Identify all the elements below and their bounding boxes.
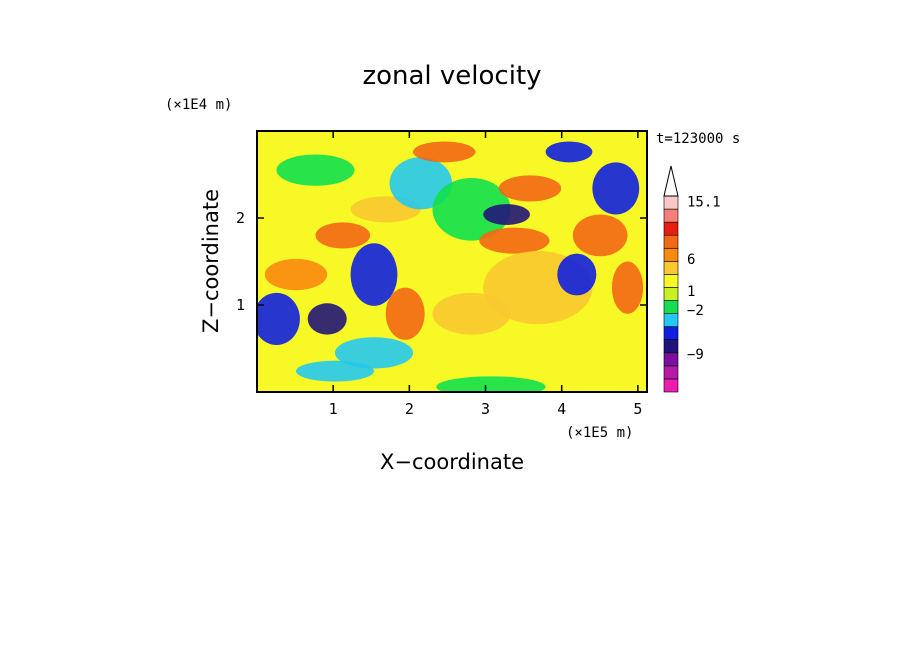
field-contour-region bbox=[432, 177, 511, 241]
chart-title: zonal velocity bbox=[362, 61, 541, 91]
colorbar-bin bbox=[663, 274, 679, 288]
colorbar-label: −9 bbox=[687, 347, 704, 363]
y-tick-label: 2 bbox=[236, 209, 245, 227]
colorbar-bin bbox=[663, 247, 679, 262]
plot-frame bbox=[256, 130, 648, 393]
field-contour-region bbox=[483, 204, 530, 225]
field-contour-region bbox=[479, 227, 550, 254]
x-tick-label: 3 bbox=[481, 400, 490, 418]
x-tick-label: 2 bbox=[405, 400, 414, 418]
field-contour-region bbox=[315, 222, 371, 249]
colorbar-bin bbox=[663, 234, 679, 249]
y-axis-unit: (×1E4 m) bbox=[165, 97, 232, 113]
field-contour-region bbox=[436, 376, 546, 392]
field-contour-region bbox=[276, 154, 355, 186]
colorbar-label: 6 bbox=[687, 252, 695, 268]
field-contour-region bbox=[296, 360, 374, 382]
colorbar-label: 15.1 bbox=[687, 195, 721, 211]
colorbar-bin bbox=[663, 313, 679, 327]
colorbar-bin bbox=[663, 365, 679, 380]
field-contour-region bbox=[307, 303, 347, 335]
field-contour-region bbox=[432, 292, 511, 335]
colorbar: 15.1 6 1 −2 −9 bbox=[663, 165, 721, 393]
time-label: t=123000 s bbox=[656, 131, 740, 147]
colorbar-bin bbox=[663, 287, 679, 301]
field-contour-region bbox=[350, 243, 398, 306]
colorbar-bin bbox=[663, 378, 679, 393]
field-contour-region bbox=[557, 253, 597, 296]
field-contour-region bbox=[385, 287, 425, 340]
colorbar-bin bbox=[663, 300, 679, 314]
colorbar-label: 1 bbox=[687, 284, 695, 300]
colorbar-bin bbox=[663, 261, 679, 275]
field-contour-region bbox=[572, 214, 628, 257]
velocity-field bbox=[257, 131, 647, 392]
field-contour-region bbox=[611, 261, 644, 314]
field-contour-region bbox=[413, 141, 476, 163]
x-axis-label: X−coordinate bbox=[380, 450, 524, 474]
y-axis-label: Z−coordinate bbox=[199, 189, 223, 333]
x-axis-unit: (×1E5 m) bbox=[566, 425, 633, 441]
field-contour-region bbox=[335, 337, 413, 369]
colorbar-bin bbox=[663, 339, 679, 354]
field-contour-region bbox=[592, 162, 640, 215]
x-tick-label: 5 bbox=[633, 400, 642, 418]
colorbar-bin bbox=[663, 208, 679, 223]
colorbar-label: −2 bbox=[687, 303, 704, 319]
x-tick-label: 1 bbox=[329, 400, 338, 418]
colorbar-bin bbox=[663, 221, 679, 236]
colorbar-bin bbox=[663, 326, 679, 341]
colorbar-bin bbox=[663, 195, 679, 210]
field-contour-region bbox=[545, 141, 593, 163]
y-tick-label: 1 bbox=[236, 296, 245, 314]
y-axis: 12 bbox=[236, 209, 647, 314]
field-contour-region bbox=[498, 175, 562, 202]
colorbar-extend-arrow bbox=[663, 165, 679, 197]
field-contour-region bbox=[264, 258, 328, 291]
colorbar-bin bbox=[663, 352, 679, 367]
field-contour-region bbox=[257, 292, 300, 346]
x-axis: 1 2 3 4 5 bbox=[329, 131, 642, 418]
x-tick-label: 4 bbox=[557, 400, 566, 418]
